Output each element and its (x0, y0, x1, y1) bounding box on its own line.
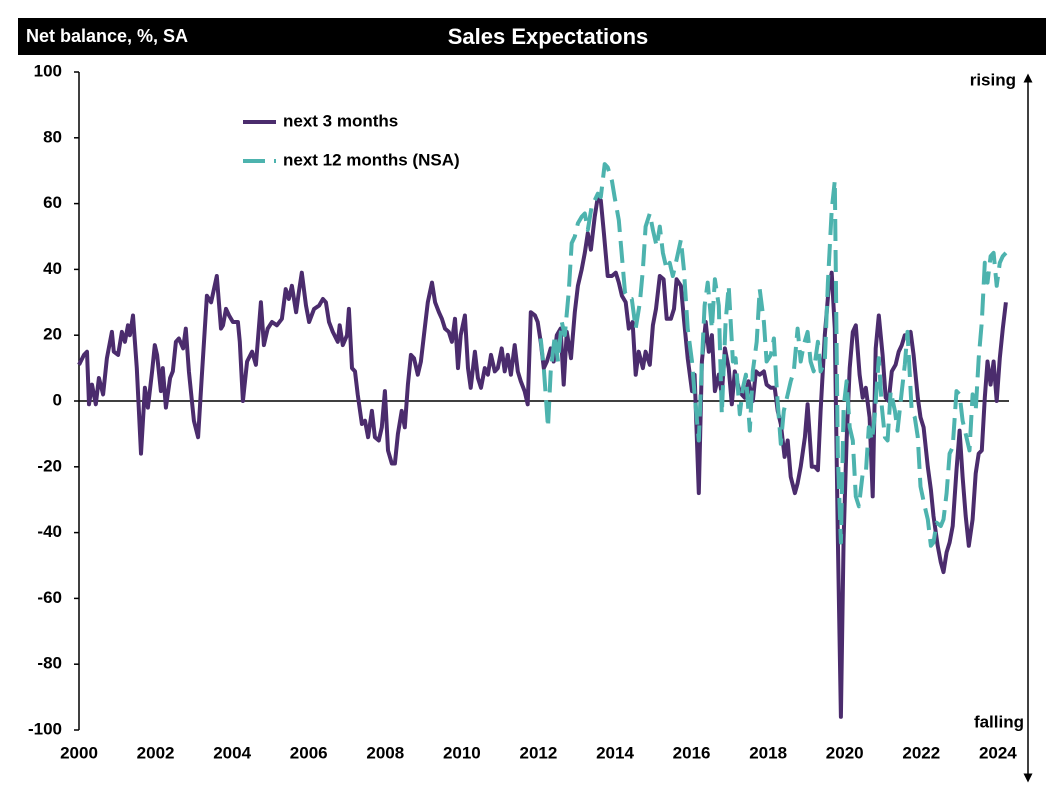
x-tick-label: 2018 (749, 743, 787, 762)
x-tick-label: 2004 (213, 743, 251, 762)
y-tick-label: -80 (37, 654, 62, 673)
x-tick-label: 2008 (366, 743, 404, 762)
x-tick-label: 2000 (60, 743, 98, 762)
chart-title: Sales Expectations (448, 24, 649, 49)
legend-label: next 3 months (283, 111, 398, 130)
y-tick-label: 20 (43, 325, 62, 344)
x-tick-label: 2022 (902, 743, 940, 762)
y-tick-label: -100 (28, 719, 62, 738)
y-tick-label: 60 (43, 193, 62, 212)
y-tick-label: 80 (43, 127, 62, 146)
y-tick-label: -20 (37, 456, 62, 475)
y-axis-label: Net balance, %, SA (26, 26, 188, 46)
y-tick-label: -60 (37, 588, 62, 607)
header-bar (18, 18, 1046, 55)
x-tick-label: 2010 (443, 743, 481, 762)
series-line (538, 162, 1008, 548)
legend-label: next 12 months (NSA) (283, 150, 460, 169)
annotation-bottom: falling (974, 712, 1024, 731)
y-tick-label: -40 (37, 522, 62, 541)
x-tick-label: 2020 (826, 743, 864, 762)
x-tick-label: 2016 (673, 743, 711, 762)
y-tick-label: 100 (34, 61, 62, 80)
y-tick-label: 0 (53, 390, 62, 409)
annotation-top: rising (970, 70, 1016, 89)
x-tick-label: 2024 (979, 743, 1017, 762)
x-tick-label: 2012 (520, 743, 558, 762)
x-tick-label: 2014 (596, 743, 634, 762)
x-tick-label: 2002 (137, 743, 175, 762)
x-tick-label: 2006 (290, 743, 328, 762)
y-tick-label: 40 (43, 259, 62, 278)
